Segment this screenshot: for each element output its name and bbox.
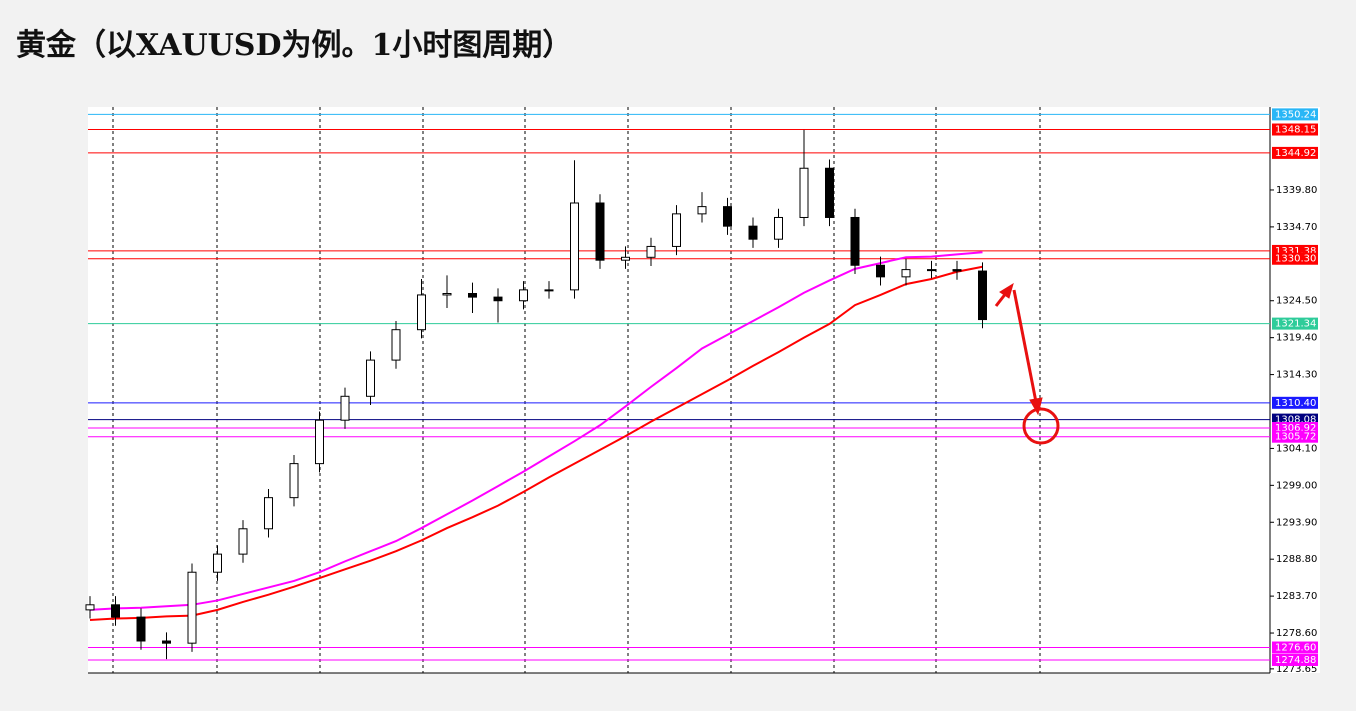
candle-body <box>723 206 732 227</box>
level-label: 1331.38 <box>1275 246 1316 257</box>
candle-body <box>340 395 350 421</box>
candle-body <box>927 269 936 272</box>
candle-body <box>85 604 95 611</box>
candle-body <box>595 202 605 261</box>
candle-body <box>748 225 758 240</box>
level-label-box <box>1272 396 1318 409</box>
candle-body <box>621 256 630 261</box>
candle-body <box>264 497 273 530</box>
candle-body <box>978 270 987 321</box>
candle-body <box>825 167 834 218</box>
level-label: 1348.15 <box>1275 125 1316 136</box>
level-label: 1321.34 <box>1275 319 1316 330</box>
candle-body <box>289 463 299 499</box>
page-title: 黄金（以XAUUSD为例。1小时图周期） <box>16 28 573 63</box>
annotation <box>994 282 1060 445</box>
candle-body <box>646 245 656 258</box>
level-label: 1310.40 <box>1275 398 1316 409</box>
level-label: 1305.72 <box>1275 432 1316 443</box>
candle-body <box>315 419 324 465</box>
y-tick-label: 1293.90 <box>1276 517 1317 528</box>
candle-body <box>850 216 860 266</box>
level-label: 1350.24 <box>1275 109 1316 120</box>
level-label: 1274.88 <box>1275 655 1316 666</box>
level-label-box <box>1272 108 1318 121</box>
level-label: 1308.08 <box>1275 415 1316 426</box>
y-tick-label: 1339.80 <box>1276 185 1317 196</box>
candle-body <box>544 289 554 292</box>
candle-body <box>799 167 809 218</box>
level-label-box <box>1272 252 1318 265</box>
level-label-box <box>1272 653 1318 666</box>
level-label-box <box>1272 317 1318 330</box>
vertical-separators <box>112 107 1041 673</box>
candle-body <box>672 213 681 247</box>
y-tick-label: 1273.65 <box>1276 664 1317 675</box>
candle-body <box>136 616 146 642</box>
plot-layer: 1339.80 1334.70 1324.50 1319.40 1314.30 1304.… <box>85 108 1318 675</box>
level-label-box <box>1272 146 1318 159</box>
moving-average <box>89 265 983 622</box>
candle-body <box>952 269 962 272</box>
candle-body <box>519 289 528 302</box>
candle-body <box>162 640 171 644</box>
plot-background <box>88 107 1320 673</box>
y-tick-label: 1283.70 <box>1276 591 1317 602</box>
y-tick-label: 1314.30 <box>1276 370 1317 381</box>
level-label: 1276.60 <box>1275 643 1316 654</box>
candle-body <box>697 206 707 215</box>
candle-body <box>187 571 197 644</box>
y-tick-label: 1278.60 <box>1276 628 1317 639</box>
moving-average <box>89 251 983 611</box>
level-label: 1330.30 <box>1275 254 1316 265</box>
y-tick-label: 1304.10 <box>1276 443 1317 454</box>
candle-body <box>493 296 503 302</box>
y-tick-label: 1288.80 <box>1276 554 1317 565</box>
candle-body <box>876 264 885 278</box>
candle-body <box>442 292 452 296</box>
candle-body <box>391 329 401 361</box>
level-label-box <box>1272 123 1318 136</box>
level-label: 1344.92 <box>1275 148 1316 159</box>
candle-body <box>468 292 477 298</box>
candle-body <box>366 359 375 397</box>
level-label-box <box>1272 430 1318 443</box>
candle-body <box>111 604 120 618</box>
candle-body <box>570 202 579 291</box>
y-tick-label: 1319.40 <box>1276 333 1317 344</box>
y-tick-label: 1324.50 <box>1276 296 1317 307</box>
candle-body <box>774 216 783 240</box>
candle-body <box>417 294 426 331</box>
level-label-box <box>1272 641 1318 654</box>
candle-body <box>213 553 222 573</box>
y-tick-label: 1299.00 <box>1276 480 1317 491</box>
level-label: 1306.92 <box>1275 423 1316 434</box>
candle-body <box>238 528 248 555</box>
candle-body <box>901 269 911 278</box>
y-tick-label: 1334.70 <box>1276 222 1317 233</box>
